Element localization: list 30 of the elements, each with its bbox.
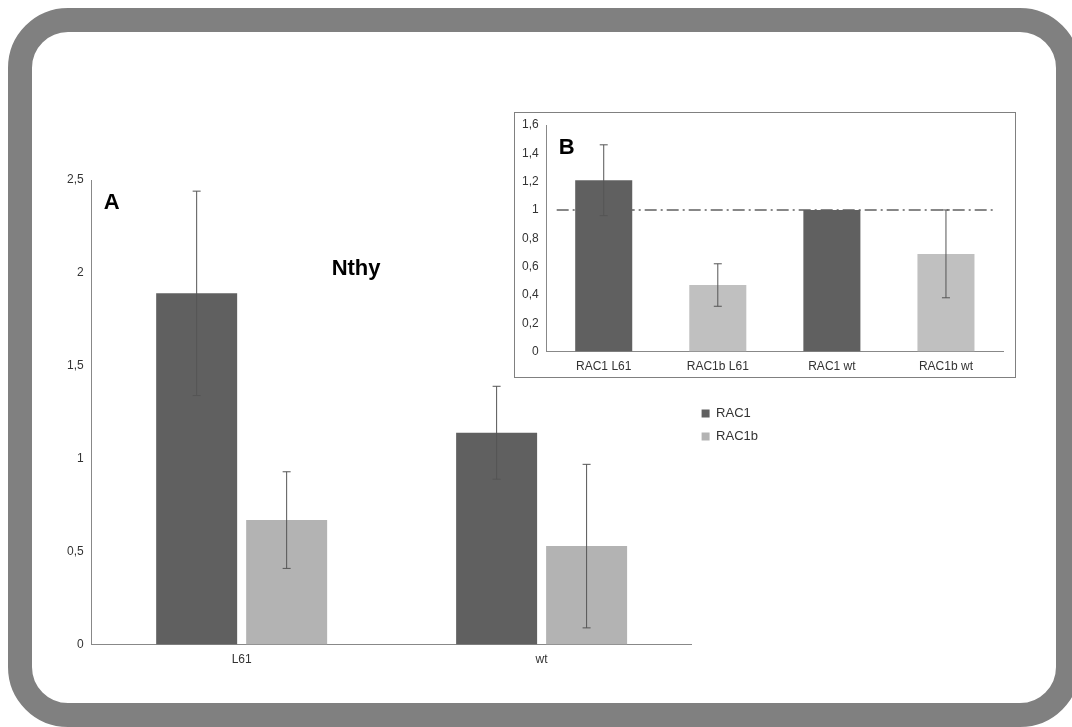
y-tick-label: 1,5 [66,358,84,373]
y-tick-label: 1,6 [521,117,539,132]
bar [689,285,747,352]
bar [246,520,328,645]
y-tick-label: 0,2 [521,315,539,330]
x-tick-label: RAC1 L61 [576,359,632,374]
y-tick-label: 2,5 [66,172,84,187]
annotation: Nthy [331,255,382,281]
y-tick-label: 0 [76,636,84,651]
y-tick-label: 2 [76,265,84,280]
x-tick-label: RAC1 wt [808,359,857,374]
annotation: B [558,134,575,160]
bar [546,546,628,645]
y-tick-label: 0,6 [521,258,539,273]
y-tick-label: 0,4 [521,287,539,302]
y-tick-label: 0,8 [521,230,539,245]
legend-label: RAC1b [716,428,759,444]
legend-label: RAC1 [716,405,751,421]
y-tick-label: 0 [531,343,539,358]
annotation: A [103,189,120,215]
y-tick-label: 1 [531,202,539,217]
bar [917,253,975,352]
x-tick-label: L61 [231,652,252,667]
x-tick-label: wt [534,652,549,667]
x-tick-label: RAC1b L61 [686,359,750,374]
y-tick-label: 1 [76,451,84,466]
x-tick-label: RAC1b wt [918,359,974,374]
y-tick-label: 0,5 [66,543,84,558]
y-tick-label: 1,2 [521,173,539,188]
y-tick-label: 1,4 [521,145,539,160]
